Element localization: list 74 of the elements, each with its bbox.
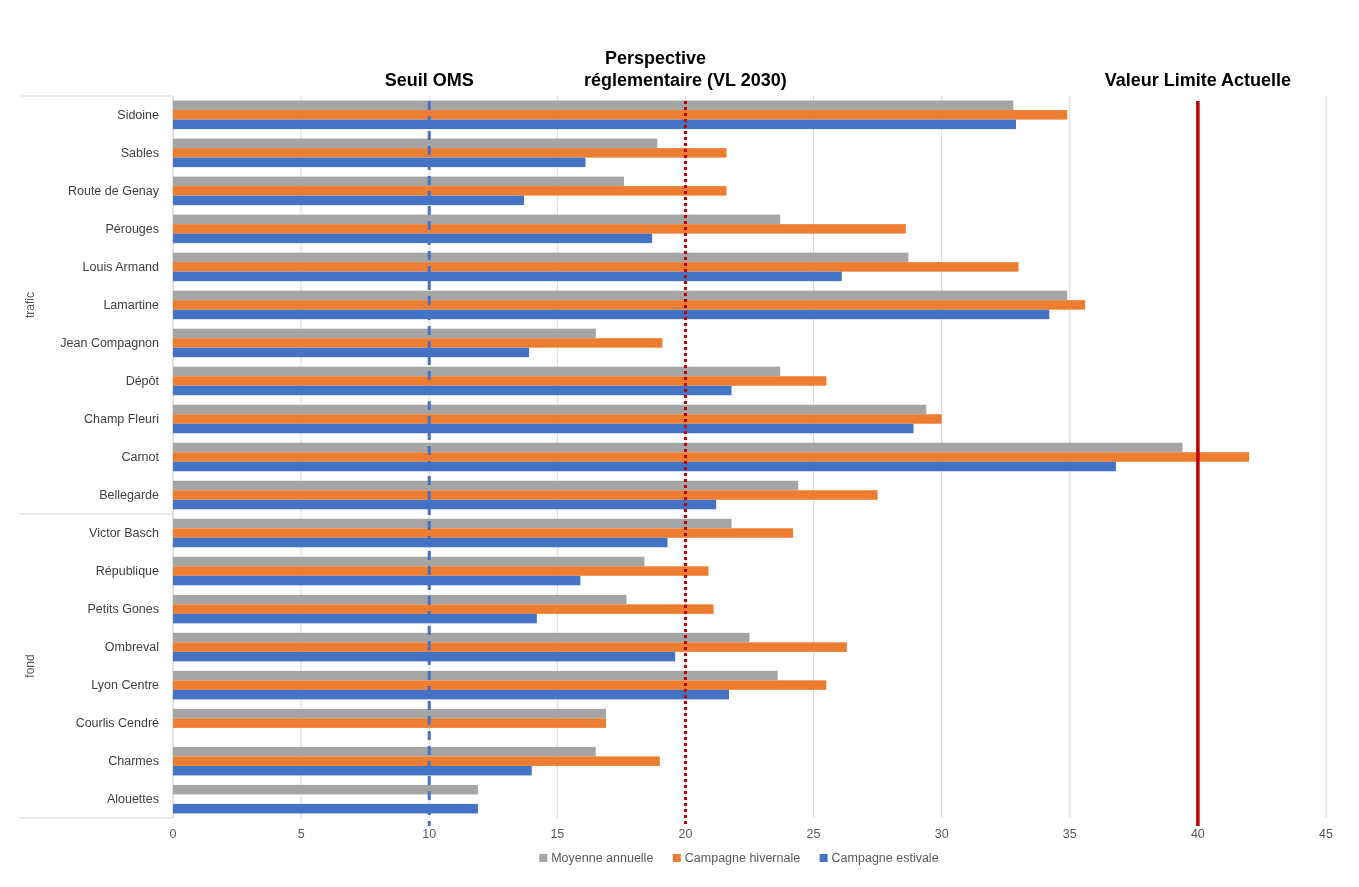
x-tick-label: 40 xyxy=(1190,827,1205,841)
bar xyxy=(173,148,727,158)
bar xyxy=(173,376,827,386)
y-tick-label: Louis Armand xyxy=(82,260,160,275)
x-tick-label: 15 xyxy=(550,827,565,841)
bar xyxy=(173,642,847,652)
y-tick-label: Lamartine xyxy=(103,298,160,313)
bar xyxy=(173,404,927,415)
y-tick-label: Carnot xyxy=(121,450,160,465)
legend-label: Moyenne annuelle xyxy=(551,851,654,865)
bar xyxy=(173,594,627,605)
x-tick-label: 25 xyxy=(806,827,821,841)
bar xyxy=(173,452,1250,462)
bar xyxy=(173,718,607,728)
bar xyxy=(173,670,778,681)
bar xyxy=(173,480,799,491)
y-tick-label: Victor Basch xyxy=(89,526,160,541)
y-tick-label: Lyon Centre xyxy=(91,678,160,693)
bar xyxy=(173,756,660,766)
x-tick-label: 30 xyxy=(934,827,949,841)
bar xyxy=(173,366,781,377)
y-tick-label: Sidoine xyxy=(117,108,160,123)
bar xyxy=(173,338,663,348)
bar xyxy=(173,262,1019,272)
y-tick-label: Champ Fleuri xyxy=(83,412,159,427)
bar xyxy=(173,632,750,643)
text: fond xyxy=(23,654,37,678)
bar xyxy=(173,708,607,719)
bar xyxy=(173,566,709,576)
bar xyxy=(173,138,658,149)
bar xyxy=(173,224,906,234)
bar xyxy=(173,290,1068,301)
x-tick-label: 45 xyxy=(1319,827,1333,841)
bar xyxy=(173,556,645,567)
y-tick-label: Courlis Cendré xyxy=(75,716,160,731)
bar xyxy=(173,746,596,757)
y-tick-label: Dépôt xyxy=(125,374,160,389)
legend-label: Campagne estivale xyxy=(831,851,939,865)
ref-line-label: Valeur Limite Actuelle xyxy=(1104,70,1292,90)
legend-label: Campagne hivernale xyxy=(684,851,801,865)
bar xyxy=(173,528,794,538)
y-tick-label: République xyxy=(95,564,160,579)
y-tick-label: Charmes xyxy=(108,754,159,769)
bar xyxy=(173,604,714,614)
bar xyxy=(173,414,942,424)
bar xyxy=(173,328,596,339)
bar xyxy=(173,300,1086,310)
y-tick-label: Jean Compagnon xyxy=(60,336,160,351)
bar xyxy=(173,490,878,500)
y-tick-label: Route de Genay xyxy=(67,184,160,199)
y-tick-label: Alouettes xyxy=(106,792,159,807)
x-tick-label: 20 xyxy=(678,827,693,841)
x-tick-label: 10 xyxy=(422,827,437,841)
y-tick-label: Ombreval xyxy=(104,640,159,655)
y-tick-label: Sables xyxy=(120,146,159,161)
x-tick-label: 0 xyxy=(169,827,177,841)
text: trafic xyxy=(23,291,37,319)
y-tick-label: Petits Gones xyxy=(87,602,159,617)
bar xyxy=(173,100,1014,111)
x-tick-label: 35 xyxy=(1062,827,1077,841)
ref-line-label: Seuil OMS xyxy=(384,70,474,90)
bar xyxy=(173,176,624,187)
x-tick-label: 5 xyxy=(297,827,305,841)
bar xyxy=(173,214,781,225)
bar xyxy=(173,252,909,263)
bar xyxy=(173,186,727,196)
y-tick-label: Pérouges xyxy=(105,222,159,237)
bar xyxy=(173,680,827,690)
ref-line-label: Perspective réglementaire (VL 2030) xyxy=(584,48,787,90)
bar xyxy=(173,110,1068,120)
bar xyxy=(173,518,732,529)
y-tick-label: Bellegarde xyxy=(99,488,160,503)
bar xyxy=(173,442,1183,453)
bar xyxy=(173,784,478,795)
